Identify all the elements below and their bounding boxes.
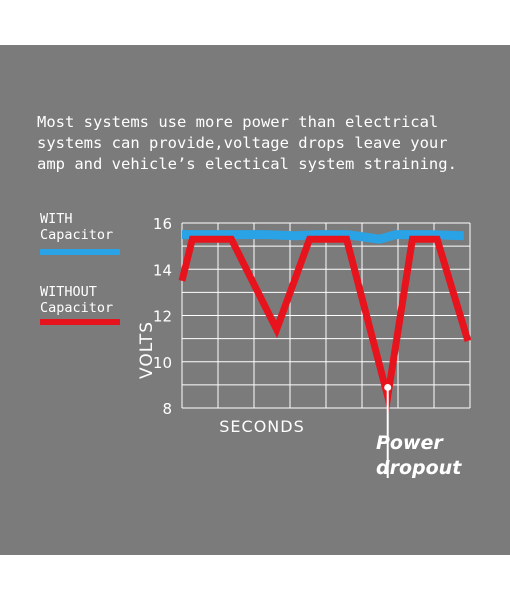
annotation-dot: [384, 383, 392, 391]
y-tick-label: 8: [162, 400, 172, 418]
intro-text: Most systems use more power than electri…: [37, 113, 457, 173]
legend-label-without-capacitor: WITHOUT Capacitor: [40, 284, 114, 316]
legend-label-with-capacitor: WITH Capacitor: [40, 211, 114, 243]
legend-swatch-with-capacitor: [40, 249, 120, 255]
y-axis-label: VOLTS: [137, 321, 157, 379]
series-line-with-capacitor: [182, 230, 464, 244]
y-tick-label: 10: [153, 354, 172, 372]
annotation-label: dropout: [376, 457, 462, 479]
x-axis-label: SECONDS: [219, 417, 304, 436]
chart-panel: [0, 45, 510, 555]
y-tick-label: 16: [153, 215, 172, 233]
annotation-label: Power: [376, 432, 444, 454]
legend-swatch-without-capacitor: [40, 319, 120, 325]
series-line-without-capacitor: [178, 235, 472, 414]
y-tick-label: 12: [153, 308, 172, 326]
y-tick-label: 14: [153, 261, 172, 279]
